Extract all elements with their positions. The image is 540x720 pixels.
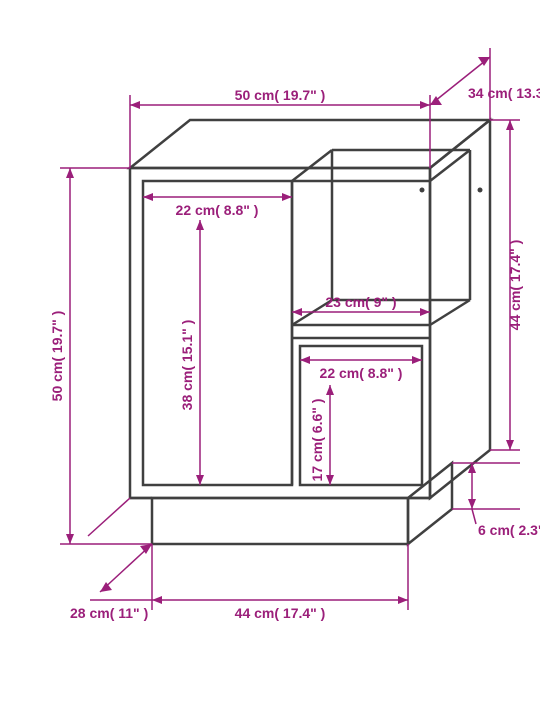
- dim-bottom-width: 44 cm( 17.4" ): [152, 544, 408, 621]
- label-drawer-height: 17 cm( 6.6" ): [309, 399, 325, 482]
- label-door-height: 38 cm( 15.1" ): [179, 320, 195, 411]
- label-top-depth: 34 cm( 13.3" ): [468, 85, 540, 101]
- label-door-width: 22 cm( 8.8" ): [176, 202, 259, 218]
- dim-shelf-width: 23 cm( 9" ): [292, 294, 430, 316]
- dim-foot-height: 6 cm( 2.3" ): [452, 463, 540, 538]
- dim-drawer-width: 22 cm( 8.8" ): [300, 356, 422, 381]
- label-left-height: 50 cm( 19.7" ): [49, 311, 65, 402]
- dim-door-height: 38 cm( 15.1" ): [179, 220, 204, 485]
- label-bottom-width: 44 cm( 17.4" ): [235, 605, 326, 621]
- label-foot-height: 6 cm( 2.3" ): [478, 522, 540, 538]
- label-bottom-depth: 28 cm( 11" ): [70, 605, 148, 621]
- dim-left-height: 50 cm( 19.7" ): [49, 168, 152, 544]
- dim-drawer-height: 17 cm( 6.6" ): [309, 385, 334, 485]
- label-right-height: 44 cm( 17.4" ): [507, 240, 523, 331]
- label-top-width: 50 cm( 19.7" ): [235, 87, 326, 103]
- label-shelf-width: 23 cm( 9" ): [325, 294, 396, 310]
- dim-top-depth: 34 cm( 13.3" ): [430, 48, 540, 120]
- dim-right-height: 44 cm( 17.4" ): [490, 120, 523, 450]
- label-drawer-width: 22 cm( 8.8" ): [320, 365, 403, 381]
- dim-top-width: 50 cm( 19.7" ): [130, 87, 430, 168]
- dim-door-width: 22 cm( 8.8" ): [143, 193, 292, 218]
- dim-bottom-depth: 28 cm( 11" ): [70, 498, 152, 621]
- dimension-diagram: 50 cm( 19.7" ) 34 cm( 13.3" ) 50 cm( 19.…: [0, 0, 540, 720]
